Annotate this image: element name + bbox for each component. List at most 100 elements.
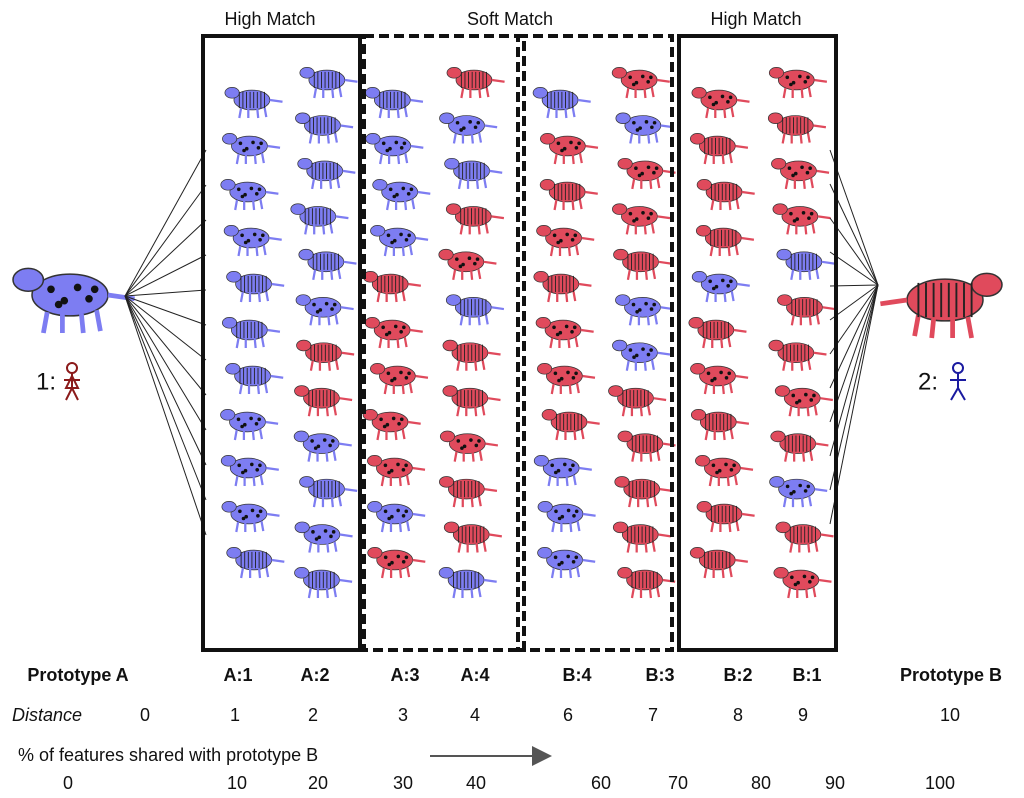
creature-head <box>296 339 312 352</box>
creature-dot <box>462 126 466 130</box>
creature-dot <box>240 194 245 199</box>
creature-dot <box>729 279 733 284</box>
creature-legs <box>704 420 750 441</box>
creature-dot <box>331 530 336 534</box>
creature-head <box>613 248 629 261</box>
shared-percent: 70 <box>668 773 688 793</box>
creature-legs <box>625 351 671 371</box>
creature-dot <box>715 470 719 475</box>
creature <box>446 67 505 99</box>
creature-dot <box>711 286 716 291</box>
creature <box>295 294 354 326</box>
creature-dot <box>258 463 262 468</box>
creature <box>438 567 497 599</box>
creature-legs <box>546 98 591 119</box>
creature-head <box>370 225 386 237</box>
shared-percent: 0 <box>63 773 73 793</box>
creature-dot <box>552 233 557 238</box>
creature-head <box>365 133 381 145</box>
creature-dot <box>404 555 409 560</box>
box-label: High Match <box>710 9 801 29</box>
creature-legs <box>460 78 505 99</box>
creature-dot <box>402 325 406 330</box>
creature <box>226 547 285 579</box>
creature <box>224 87 283 119</box>
creature <box>365 133 424 165</box>
creature-dot <box>558 330 563 335</box>
creature-dot <box>571 376 576 380</box>
creature-dot <box>238 509 242 514</box>
creature-legs <box>553 190 598 211</box>
creature-dot <box>249 416 253 421</box>
creature-dot <box>574 509 579 514</box>
creature <box>365 87 424 119</box>
box-high-match-b <box>677 34 838 652</box>
column-name: B:3 <box>645 665 674 685</box>
creature <box>614 476 673 508</box>
creature-legs <box>782 78 828 99</box>
creature-head <box>533 271 549 283</box>
creature-dot <box>566 370 570 375</box>
creature-dot <box>259 141 263 146</box>
creature-dot <box>789 491 793 496</box>
creature-head <box>439 476 455 488</box>
creature <box>612 521 672 553</box>
creature-head <box>772 203 788 215</box>
creature-dot <box>329 534 333 539</box>
creature-dot <box>85 295 93 303</box>
creature-head <box>768 339 784 352</box>
prototype-label: 1: <box>36 368 56 395</box>
creature-legs <box>308 533 353 553</box>
creature-dot <box>649 307 654 311</box>
creature-head <box>367 501 383 513</box>
creature-head <box>695 455 711 467</box>
creature-legs <box>547 282 592 303</box>
creature-head <box>769 476 785 488</box>
creature-head <box>615 294 631 306</box>
creature-dot <box>652 170 656 175</box>
creature-dot <box>240 233 244 238</box>
creature-dot <box>724 462 728 467</box>
creature-dot <box>793 582 798 587</box>
creature-dot <box>236 417 241 422</box>
creature-dot <box>388 146 392 151</box>
creature-head <box>294 567 310 579</box>
creature <box>695 225 755 257</box>
creature-dot <box>406 192 411 196</box>
creature-dot <box>566 508 571 513</box>
creature-head <box>696 179 712 191</box>
creature-legs <box>378 328 423 349</box>
creature-dot <box>807 216 811 220</box>
creature-dot <box>243 240 248 245</box>
creature-dot <box>798 483 802 488</box>
creature-dot <box>238 141 243 146</box>
creature <box>294 385 353 417</box>
creature <box>615 112 674 144</box>
creature-dot <box>798 74 802 79</box>
creature-legs <box>782 351 827 371</box>
connector <box>124 295 207 466</box>
creature-dot <box>455 120 460 125</box>
creature-dot <box>637 173 642 178</box>
creature-dot <box>257 187 262 192</box>
creature-head <box>299 67 315 79</box>
creature-dot <box>573 233 578 238</box>
distance: 9 <box>798 705 808 725</box>
creature-dot <box>467 256 472 261</box>
creature-legs <box>383 374 429 395</box>
creature-legs <box>459 306 505 326</box>
creature-dot <box>719 370 723 375</box>
creature-legs <box>308 124 354 144</box>
creature-legs <box>235 512 280 533</box>
creature-legs <box>234 190 279 211</box>
creature <box>696 501 755 533</box>
creature-dot <box>574 371 578 376</box>
creature <box>689 547 748 579</box>
person-icon <box>950 362 966 401</box>
creature-legs <box>630 578 676 599</box>
creature-head <box>617 567 633 579</box>
creature-legs <box>784 442 829 462</box>
distance: 7 <box>648 705 658 725</box>
creature-dot <box>640 74 645 79</box>
creature-legs <box>625 215 671 235</box>
